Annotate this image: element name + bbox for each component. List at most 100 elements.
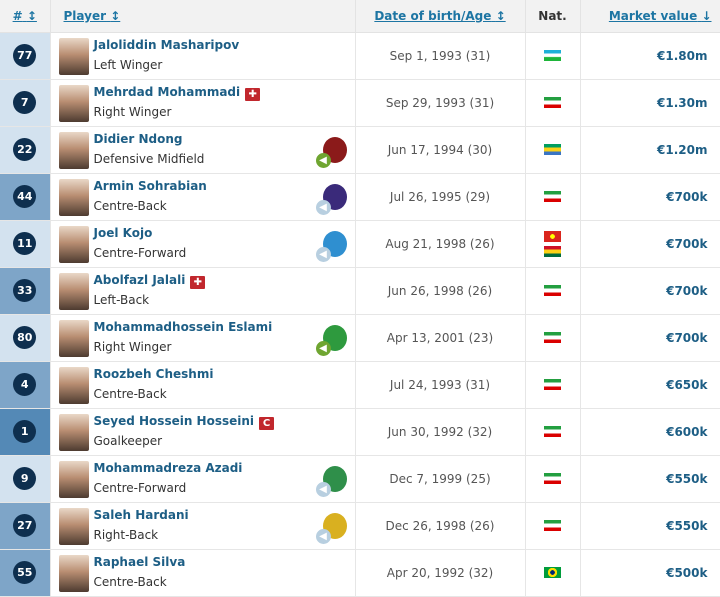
nationality (525, 455, 581, 503)
player-name-link[interactable]: Mehrdad Mohammadi (93, 84, 241, 99)
market-value-link[interactable]: €1.80m (580, 32, 720, 80)
player-cell: Mohammadreza Azadi Centre-Forward ◀ (50, 455, 356, 503)
player-name-link[interactable]: Jaloliddin Masharipov (93, 37, 240, 52)
table-row: 44 Armin Sohrabian Centre-Back ◀ Jul 26, 1… (0, 173, 720, 221)
flag-brazil-icon[interactable] (544, 567, 561, 578)
dob-age: Apr 20, 1992 (32) (355, 549, 526, 597)
player-photo[interactable] (58, 554, 89, 592)
shirt-number: 33 (13, 279, 37, 302)
table-row: 77 Jaloliddin Masharipov Left Winger Sep … (0, 32, 720, 80)
flag-iran-icon[interactable] (544, 426, 561, 437)
market-value-link[interactable]: €550k (580, 455, 720, 503)
player-name-link[interactable]: Mohammadhossein Eslami (93, 319, 273, 334)
nationality (525, 220, 581, 268)
market-value-link[interactable]: €700k (580, 173, 720, 221)
table-row: 7 Mehrdad Mohammadi ✚ Right Winger Sep 29,… (0, 79, 720, 127)
shirt-number-cell: 77 (0, 32, 51, 80)
flag-gabon-icon[interactable] (544, 144, 561, 155)
market-value-link[interactable]: €500k (580, 549, 720, 597)
player-cell: Didier Ndong Defensive Midfield ◀ (50, 126, 356, 174)
injury-icon[interactable]: ✚ (245, 87, 261, 101)
dob-age: Apr 13, 2001 (23) (355, 314, 526, 362)
player-position: Right Winger (93, 339, 172, 354)
player-photo[interactable] (58, 84, 89, 122)
player-photo[interactable] (58, 366, 89, 404)
header-dob[interactable]: Date of birth/Age ↕ (355, 0, 526, 33)
player-photo[interactable] (58, 131, 89, 169)
player-photo[interactable] (58, 319, 89, 357)
injury-icon[interactable]: ✚ (190, 275, 206, 289)
shirt-number-cell: 4 (0, 361, 51, 409)
market-value-link[interactable]: €700k (580, 314, 720, 362)
flag-iran-icon[interactable] (544, 285, 561, 296)
player-name-link[interactable]: Seyed Hossein Hosseini (93, 413, 255, 428)
player-name-link[interactable]: Saleh Hardani (93, 507, 189, 522)
shirt-number-cell: 22 (0, 126, 51, 174)
shirt-number-cell: 44 (0, 173, 51, 221)
shirt-number-cell: 9 (0, 455, 51, 503)
player-photo[interactable] (58, 272, 89, 310)
nationality (525, 502, 581, 550)
header-number[interactable]: # ↕ (0, 0, 51, 33)
player-name-link[interactable]: Joel Kojo (93, 225, 153, 240)
dob-age: Jul 24, 1993 (31) (355, 361, 526, 409)
player-name-link[interactable]: Raphael Silva (93, 554, 186, 569)
flag-iran-icon[interactable] (544, 332, 561, 343)
sort-number[interactable]: # ↕ (12, 8, 37, 23)
player-position: Centre-Back (93, 386, 167, 401)
market-value-link[interactable]: €1.30m (580, 79, 720, 127)
player-photo[interactable] (58, 413, 89, 451)
header-market-value[interactable]: Market value ↓ (580, 0, 720, 33)
loan-icon: ◀ (315, 199, 331, 215)
nationality (525, 126, 581, 174)
market-value-link[interactable]: €650k (580, 361, 720, 409)
sort-player[interactable]: Player ↕ (63, 8, 121, 23)
player-photo[interactable] (58, 460, 89, 498)
sort-dob[interactable]: Date of birth/Age ↕ (374, 8, 506, 23)
flag-iran-icon[interactable] (544, 97, 561, 108)
shirt-number: 44 (13, 185, 37, 208)
market-value-link[interactable]: €700k (580, 267, 720, 315)
nationality (525, 549, 581, 597)
shirt-number-cell: 11 (0, 220, 51, 268)
flag-iran-icon[interactable] (544, 379, 561, 390)
flag-uzbekistan-icon[interactable] (544, 50, 561, 61)
player-photo[interactable] (58, 507, 89, 545)
flag-iran-icon[interactable] (544, 473, 561, 484)
dob-age: Dec 7, 1999 (25) (355, 455, 526, 503)
player-name-link[interactable]: Mohammadreza Azadi (93, 460, 243, 475)
header-player[interactable]: Player ↕ (50, 0, 356, 33)
player-name-link[interactable]: Armin Sohrabian (93, 178, 207, 193)
table-row: 80 Mohammadhossein Eslami Right Winger ◀ A… (0, 314, 720, 362)
player-position: Centre-Forward (93, 245, 187, 260)
dob-age: Jul 26, 1995 (29) (355, 173, 526, 221)
player-photo[interactable] (58, 178, 89, 216)
flag-iran-icon[interactable] (544, 520, 561, 531)
player-photo[interactable] (58, 37, 89, 75)
flag-iran-icon[interactable] (544, 191, 561, 202)
player-cell: Raphael Silva Centre-Back (50, 549, 356, 597)
shirt-number: 27 (13, 514, 37, 537)
flag-vietnam-icon[interactable] (544, 230, 561, 242)
market-value-link[interactable]: €600k (580, 408, 720, 456)
player-position: Left-Back (93, 292, 150, 307)
player-name-link[interactable]: Abolfazl Jalali (93, 272, 186, 287)
table-row: 1 Seyed Hossein Hosseini C Goalkeeper Jun … (0, 408, 720, 456)
player-position: Right-Back (93, 527, 159, 542)
loan-return-icon: ◀ (315, 340, 331, 356)
market-value-link[interactable]: €550k (580, 502, 720, 550)
market-value-link[interactable]: €1.20m (580, 126, 720, 174)
nationality (525, 314, 581, 362)
flag-ghana-icon[interactable] (544, 245, 561, 257)
market-value-link[interactable]: €700k (580, 220, 720, 268)
table-row: 55 Raphael Silva Centre-Back Apr 20, 1992… (0, 549, 720, 597)
player-name-link[interactable]: Roozbeh Cheshmi (93, 366, 214, 381)
player-position: Centre-Forward (93, 480, 187, 495)
player-photo[interactable] (58, 225, 89, 263)
player-cell: Abolfazl Jalali ✚ Left-Back (50, 267, 356, 315)
player-cell: Saleh Hardani Right-Back ◀ (50, 502, 356, 550)
dob-age: Dec 26, 1998 (26) (355, 502, 526, 550)
sort-market-value[interactable]: Market value ↓ (608, 8, 712, 23)
player-name-link[interactable]: Didier Ndong (93, 131, 183, 146)
